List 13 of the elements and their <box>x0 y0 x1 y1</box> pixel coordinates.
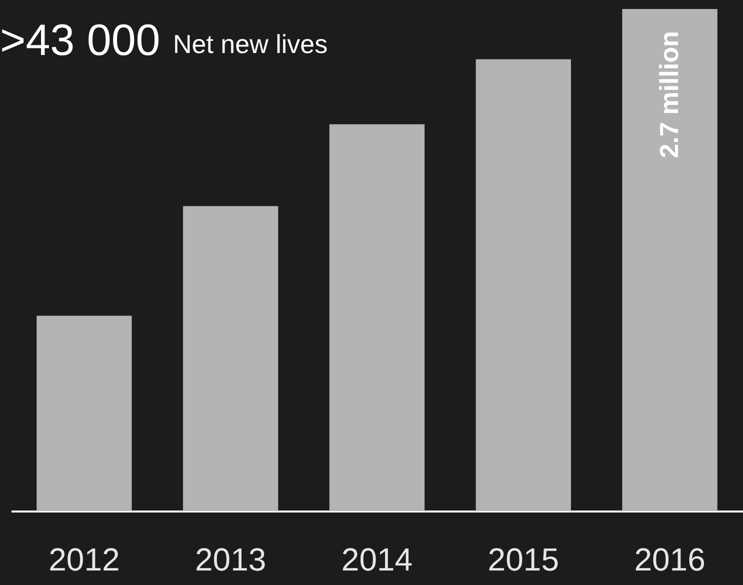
x-tick-label: 2012 <box>48 542 120 578</box>
text: Net new lives <box>173 29 328 59</box>
x-tick-label: 2016 <box>634 542 706 578</box>
bar <box>476 59 571 511</box>
chart-title: >43 000 <box>0 16 160 65</box>
bar <box>329 124 425 511</box>
x-tick-label: 2014 <box>341 542 413 578</box>
bar <box>36 316 132 511</box>
data-label: 2.7 million <box>654 31 684 158</box>
x-tick-label: 2013 <box>195 542 266 578</box>
bar <box>622 9 718 511</box>
x-tick-label: 2015 <box>488 542 559 578</box>
bar <box>183 206 278 511</box>
